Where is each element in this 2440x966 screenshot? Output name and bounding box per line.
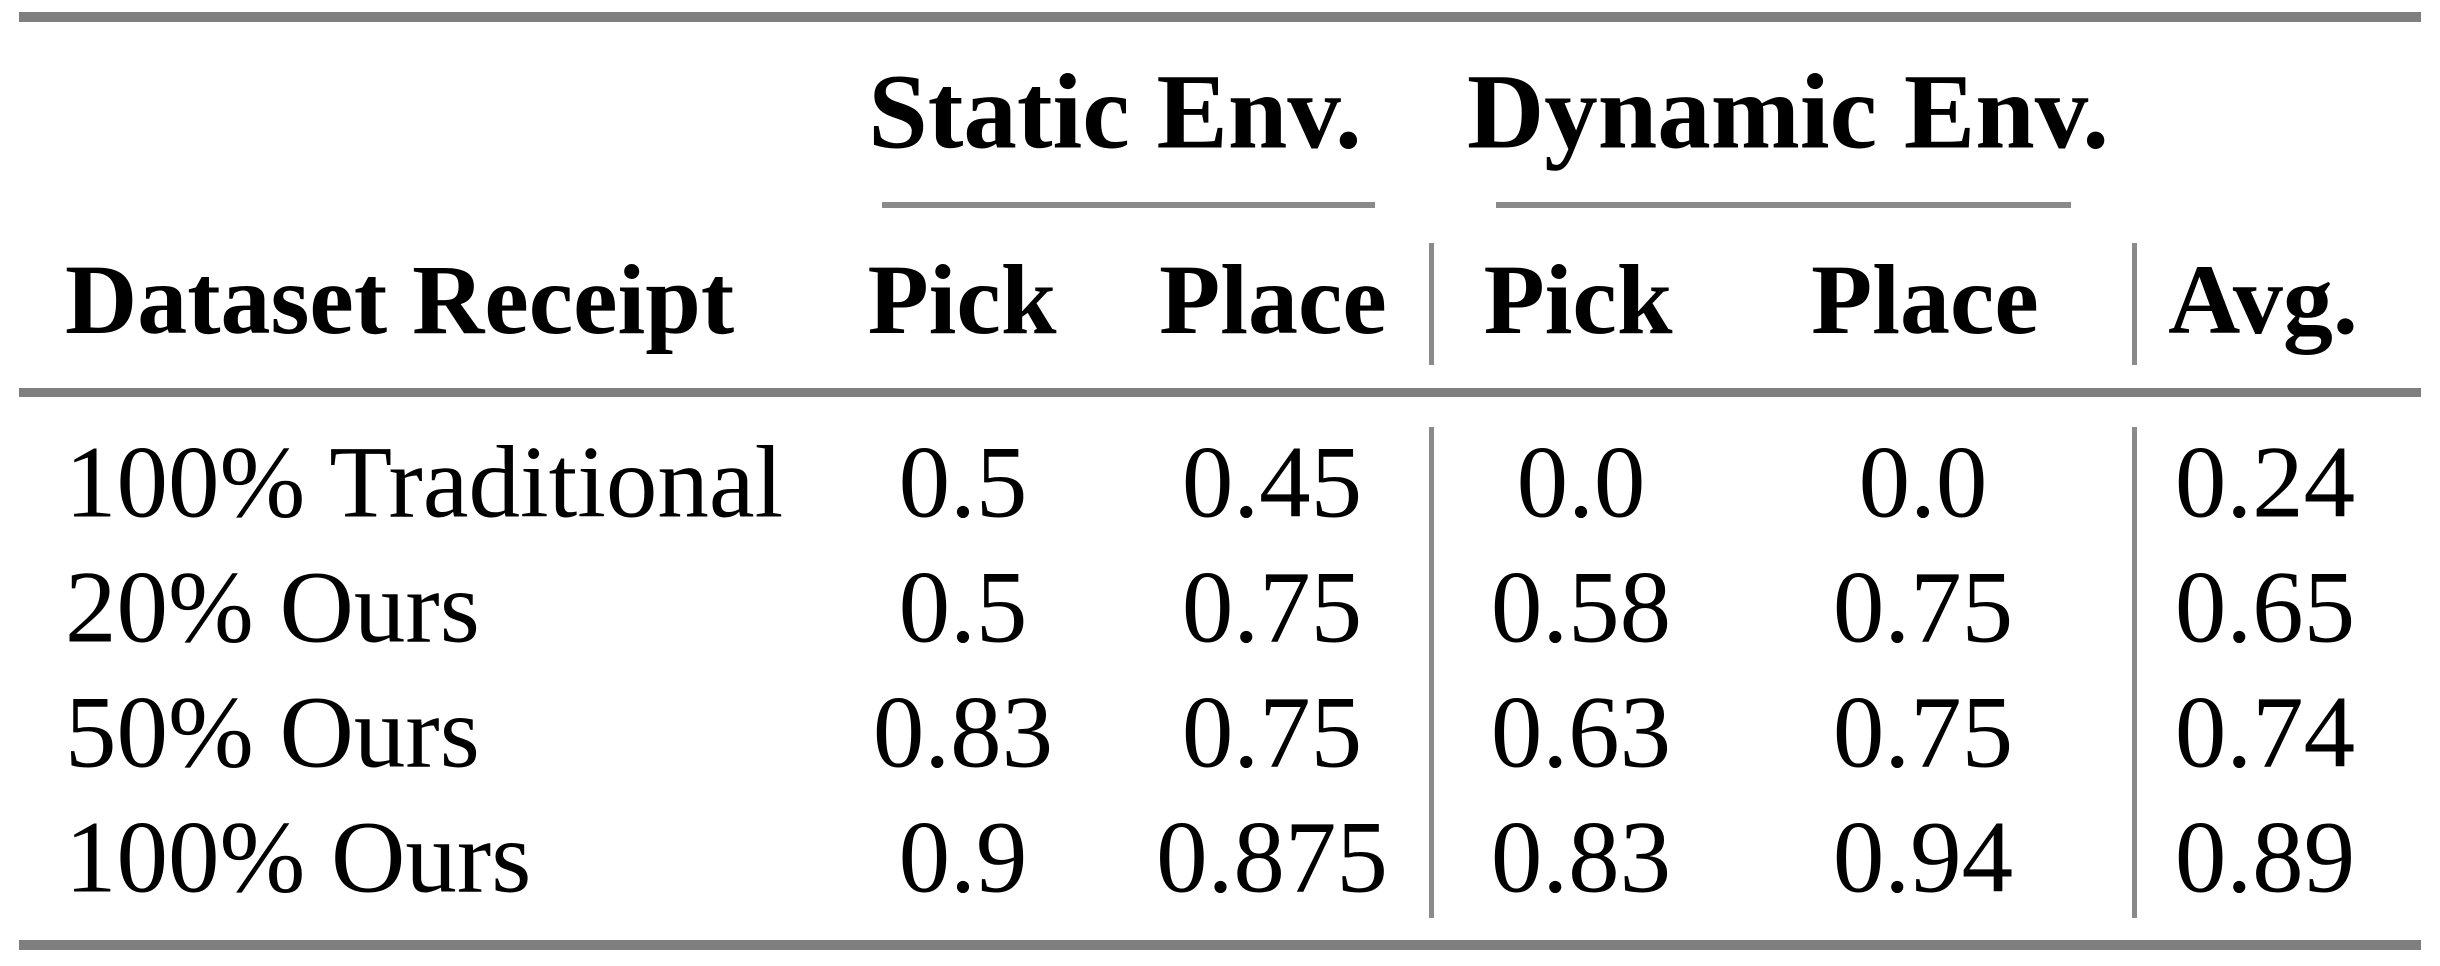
header-midrule [19,388,2421,397]
col-header-dynamic-pick: Pick [1483,244,1673,355]
cell-dynamic-place: 0.0 [1858,425,1988,540]
col-group-static-env: Static Env. [868,53,1362,172]
cell-static-pick: 0.9 [898,800,1028,915]
cell-dynamic-pick: 0.0 [1516,425,1646,540]
col-header-dynamic-place: Place [1811,244,2039,355]
row-label: 100% Ours [65,800,532,915]
body-vrule-static-dynamic [1429,427,1434,918]
col-header-static-place: Place [1159,244,1387,355]
cell-static-pick: 0.5 [898,550,1028,665]
cell-dynamic-pick: 0.58 [1490,550,1672,665]
cell-dynamic-place: 0.75 [1832,675,2014,790]
bottom-rule [19,940,2421,950]
cell-avg: 0.24 [2174,425,2356,540]
dynamic-env-cmidrule [1496,202,2071,208]
row-label: 50% Ours [65,675,480,790]
col-group-dynamic-env: Dynamic Env. [1466,53,2110,172]
cell-dynamic-pick: 0.83 [1490,800,1672,915]
cell-static-place: 0.875 [1156,800,1388,915]
cell-static-pick: 0.83 [872,675,1054,790]
header-vrule-static-dynamic [1429,243,1434,365]
top-rule [19,12,2421,22]
cell-static-place: 0.45 [1181,425,1363,540]
body-vrule-avg [2132,427,2137,918]
cell-dynamic-pick: 0.63 [1490,675,1672,790]
cell-avg: 0.74 [2174,675,2356,790]
cell-static-place: 0.75 [1181,675,1363,790]
cell-dynamic-place: 0.94 [1832,800,2014,915]
row-label: 100% Traditional [65,425,784,540]
col-header-static-pick: Pick [867,244,1057,355]
cell-static-place: 0.75 [1181,550,1363,665]
header-vrule-avg [2132,243,2137,365]
cell-dynamic-place: 0.75 [1832,550,2014,665]
col-header-avg: Avg. [2168,244,2358,355]
static-env-cmidrule [882,202,1375,208]
row-label: 20% Ours [65,550,480,665]
col-header-dataset-receipt: Dataset Receipt [65,244,735,355]
cell-avg: 0.89 [2174,800,2356,915]
cell-static-pick: 0.5 [898,425,1028,540]
cell-avg: 0.65 [2174,550,2356,665]
